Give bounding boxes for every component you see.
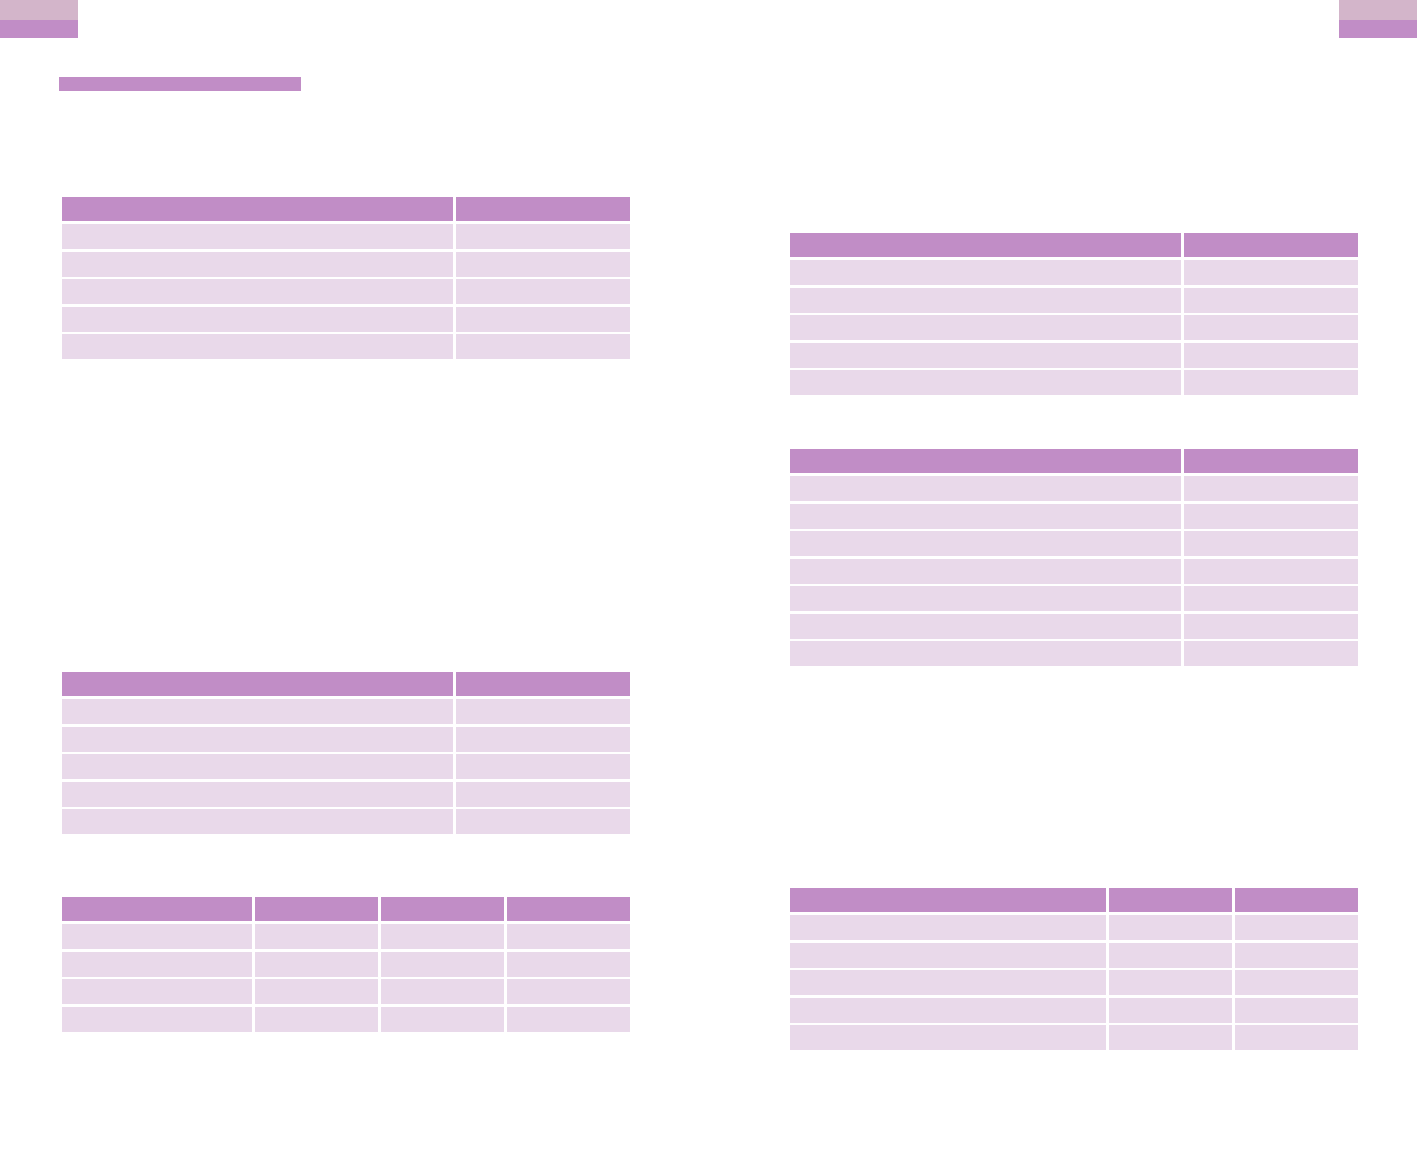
- table-cell: [1184, 558, 1358, 584]
- table-cell: [456, 279, 630, 304]
- table-cell: [62, 699, 453, 724]
- table-cell: [1184, 315, 1358, 340]
- table-cell: [790, 315, 1181, 340]
- table-header-cell: [62, 197, 453, 221]
- table-cell: [62, 334, 453, 359]
- corner-tab: [0, 0, 78, 20]
- table-cell: [62, 279, 453, 304]
- table-header-cell: [456, 197, 630, 221]
- table-cell: [255, 951, 378, 977]
- table-cell: [1109, 970, 1232, 995]
- table-cell: [790, 915, 1106, 940]
- table-cell: [456, 781, 630, 807]
- table-cell: [790, 287, 1181, 313]
- table-cell: [1184, 287, 1358, 313]
- table-cell: [507, 924, 630, 949]
- table-cell: [1109, 942, 1232, 968]
- corner-tab: [1339, 20, 1417, 38]
- table-header-cell: [507, 897, 630, 921]
- table-cell: [507, 951, 630, 977]
- table-cell: [62, 781, 453, 807]
- table-cell: [790, 1025, 1106, 1050]
- table-cell: [790, 970, 1106, 995]
- table-header-cell: [62, 897, 252, 921]
- table-cell: [456, 306, 630, 332]
- table-cell: [790, 942, 1106, 968]
- table-cell: [1184, 503, 1358, 529]
- table-cell: [790, 641, 1181, 666]
- table-cell: [1109, 997, 1232, 1023]
- table-cell: [381, 924, 504, 949]
- table-cell: [1184, 260, 1358, 285]
- table-cell: [456, 251, 630, 277]
- table-cell: [255, 1006, 378, 1032]
- corner-tab: [1339, 0, 1417, 20]
- table-cell: [1235, 942, 1358, 968]
- table-cell: [1235, 915, 1358, 940]
- table-header-cell: [62, 672, 453, 696]
- table-cell: [1184, 370, 1358, 395]
- table-cell: [456, 334, 630, 359]
- table-header-cell: [790, 888, 1106, 912]
- table-cell: [62, 979, 252, 1004]
- table-cell: [62, 924, 252, 949]
- table-cell: [456, 726, 630, 752]
- heading-bar: [59, 77, 301, 91]
- table-cell: [1184, 531, 1358, 556]
- table-cell: [1184, 586, 1358, 611]
- table-header-cell: [790, 449, 1181, 473]
- table-cell: [790, 997, 1106, 1023]
- table-header-cell: [1235, 888, 1358, 912]
- table-cell: [1235, 1025, 1358, 1050]
- table-cell: [381, 1006, 504, 1032]
- table-cell: [790, 531, 1181, 556]
- corner-tab: [0, 20, 78, 38]
- table-cell: [790, 613, 1181, 639]
- table-header-cell: [1109, 888, 1232, 912]
- table-cell: [790, 586, 1181, 611]
- table-cell: [381, 979, 504, 1004]
- table-cell: [790, 370, 1181, 395]
- table-header-cell: [1184, 449, 1358, 473]
- table-cell: [790, 260, 1181, 285]
- table-cell: [507, 1006, 630, 1032]
- table-header-cell: [1184, 233, 1358, 257]
- table-cell: [62, 754, 453, 779]
- table-cell: [1235, 970, 1358, 995]
- table-cell: [62, 251, 453, 277]
- table-cell: [456, 809, 630, 834]
- table-cell: [790, 558, 1181, 584]
- table-cell: [1184, 476, 1358, 501]
- table-cell: [255, 979, 378, 1004]
- table-cell: [790, 476, 1181, 501]
- table-cell: [1109, 915, 1232, 940]
- table-header-cell: [255, 897, 378, 921]
- table-cell: [1109, 1025, 1232, 1050]
- table-cell: [62, 951, 252, 977]
- table-cell: [507, 979, 630, 1004]
- table-header-cell: [790, 233, 1181, 257]
- table-cell: [62, 1006, 252, 1032]
- table-cell: [62, 224, 453, 249]
- table-cell: [1184, 613, 1358, 639]
- table-cell: [1184, 342, 1358, 368]
- table-cell: [456, 224, 630, 249]
- table-cell: [456, 754, 630, 779]
- table-cell: [1235, 997, 1358, 1023]
- table-cell: [62, 809, 453, 834]
- table-header-cell: [381, 897, 504, 921]
- table-cell: [790, 503, 1181, 529]
- table-cell: [62, 306, 453, 332]
- table-cell: [1184, 641, 1358, 666]
- table-cell: [255, 924, 378, 949]
- table-cell: [790, 342, 1181, 368]
- table-cell: [62, 726, 453, 752]
- table-cell: [381, 951, 504, 977]
- table-cell: [456, 699, 630, 724]
- table-header-cell: [456, 672, 630, 696]
